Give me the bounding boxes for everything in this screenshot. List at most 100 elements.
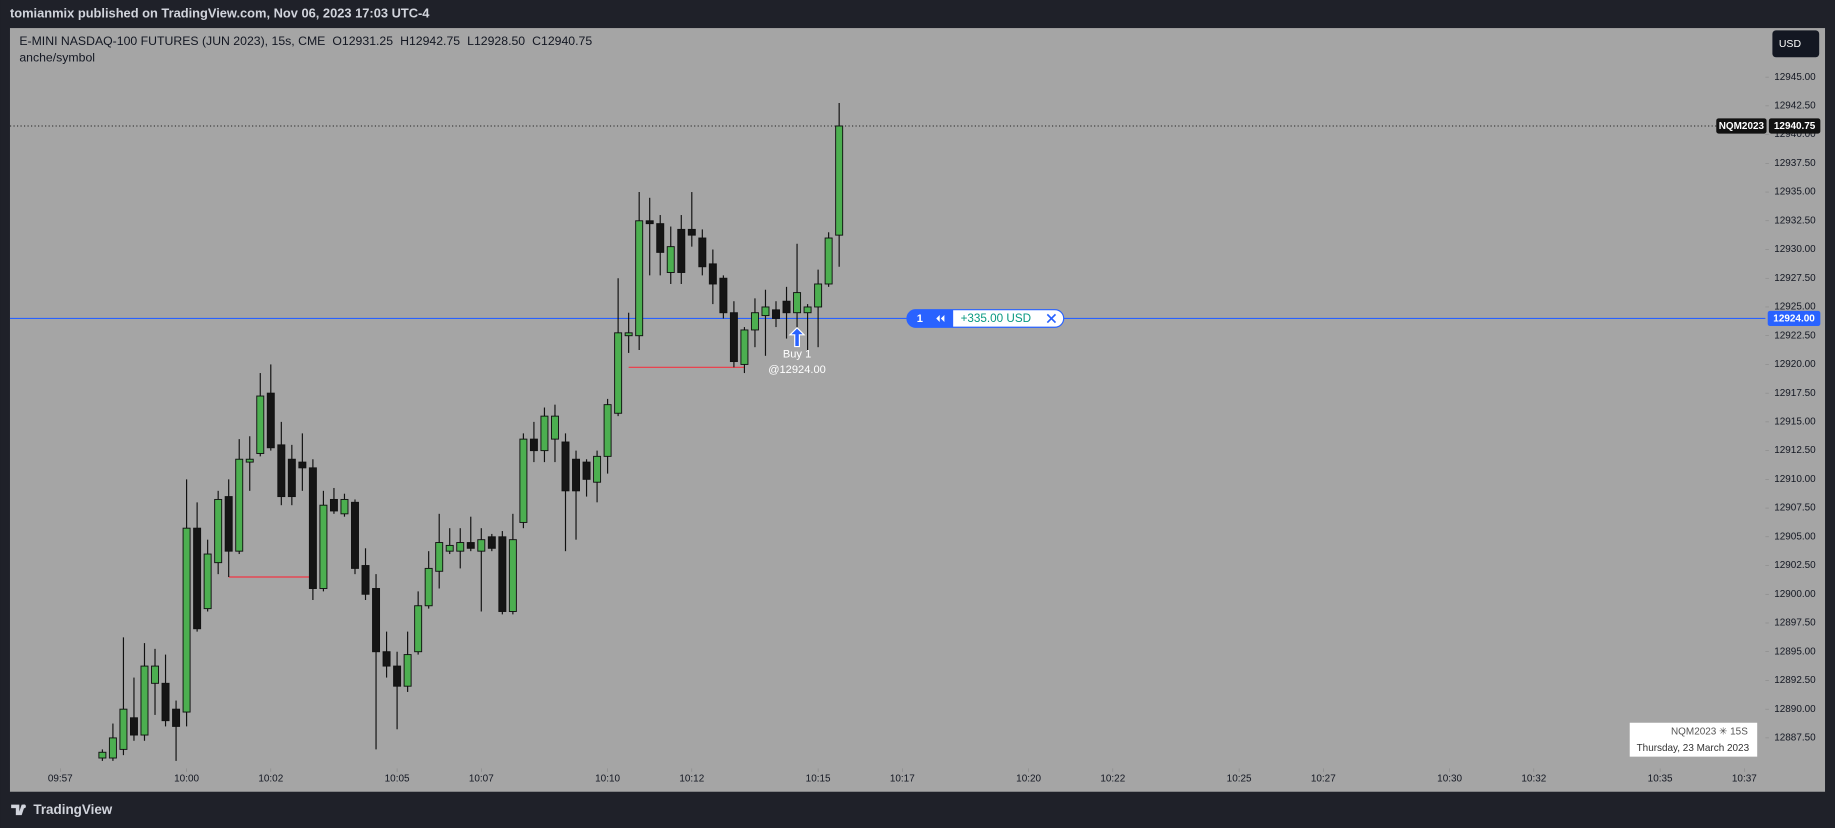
chart-title: E-MINI NASDAQ-100 FUTURES (JUN 2023), 15… [19,34,325,48]
position-price-tag [1767,310,1821,327]
y-tick-label: 12890.00 [1774,704,1816,715]
x-tick-label: 10:02 [258,774,283,785]
candle-body [582,461,591,480]
candle-body [161,682,170,722]
y-tick-label: 12895.00 [1774,646,1816,657]
candle-body [572,458,581,492]
candle-body [266,392,275,449]
candle-body [719,277,728,314]
candle-body [529,438,538,452]
position-price-label: 12924.00 [1773,314,1815,325]
candle-body [550,415,559,440]
position-qty: 1 [917,313,923,325]
watermark-box [1629,722,1758,757]
candle-body [308,467,317,589]
candle-body [656,223,665,253]
position-pnl: +335.00 USD [961,312,1032,325]
y-tick-label: 12892.50 [1774,675,1816,686]
candle-body [687,228,696,236]
publish-header: tomianmix published on TradingView.com, … [10,5,430,20]
candle-body [329,498,338,512]
y-tick-label: 12945.00 [1774,72,1816,83]
buy-arrow [788,326,806,348]
y-tick-label: 12910.00 [1774,474,1816,485]
x-tick-label: 10:12 [679,774,704,785]
x-tick-label: 10:30 [1437,774,1462,785]
footer-brand: TradingView [33,802,112,817]
x-tick-label: 10:22 [1100,774,1125,785]
candle-body [456,542,465,552]
candle-body [803,306,812,314]
x-tick-label: 10:17 [890,774,915,785]
symbol-tag [1716,118,1767,134]
candle-body [698,237,707,268]
candle-body [635,220,644,337]
y-tick-label: 12935.00 [1774,187,1816,198]
candle-body [245,458,254,463]
x-tick-label: 10:10 [595,774,620,785]
last-price-tag [1768,118,1821,134]
candle-body [172,708,181,727]
candle-body [561,441,570,492]
y-tick-label: 12927.50 [1774,273,1816,284]
candle-body [519,438,528,523]
candle-body [603,404,612,457]
logo-dot [22,804,26,809]
currency-button[interactable] [1772,30,1820,58]
candle-body [508,539,517,612]
candle-body [203,553,212,610]
watermark-symbol: NQM2023 ✳ 15S [1671,727,1748,738]
candle-body [129,717,138,736]
symbol-header: E-MINI NASDAQ-100 FUTURES (JUN 2023), 15… [19,34,592,48]
close-icon [1046,313,1057,324]
candle-body [824,237,833,285]
candle-body [677,228,686,273]
x-tick-label: 09:57 [48,774,73,785]
candle-body [624,332,633,337]
y-tick-label: 12940.00 [1774,129,1816,140]
y-tick-label: 12905.00 [1774,531,1816,542]
candle-body [361,565,370,595]
candle-body [645,220,654,225]
candle-body [445,544,454,552]
chart-panel [9,28,1826,792]
candle-body [393,665,402,687]
ohlc-open: O12931.25 [332,34,393,48]
candle-body [498,536,507,612]
y-tick-label: 12915.00 [1774,417,1816,428]
candle-body [414,605,423,653]
candle-body [340,498,349,515]
x-tick-label: 10:05 [385,774,410,785]
candle-body [593,455,602,483]
candle-body [424,567,433,607]
candle-body [119,708,128,750]
y-tick-label: 12922.50 [1774,330,1816,341]
x-tick-label: 10:25 [1227,774,1252,785]
candle-body [277,444,286,498]
candle-body [382,651,391,667]
ohlc-close: C12940.75 [532,34,592,48]
y-tick-label: 12902.50 [1774,560,1816,571]
x-tick-label: 10:32 [1521,774,1546,785]
symbol-tag-label: NQM2023 [1719,121,1765,132]
x-tick-label: 10:27 [1311,774,1336,785]
ohlc-high: H12942.75 [400,34,460,48]
candle-body [814,283,823,308]
y-tick-label: 12887.50 [1774,733,1816,744]
candle-body [487,536,496,549]
candle-body [287,458,296,498]
candle-body [540,415,549,452]
candle-body [477,539,486,552]
candle-body [403,654,412,687]
x-tick-label: 10:00 [174,774,199,785]
candle-body [708,263,717,285]
y-tick-label: 12900.00 [1774,589,1816,600]
candle-body [193,527,202,630]
y-tick-label: 12925.00 [1774,302,1816,313]
y-tick-label: 12912.50 [1774,445,1816,456]
candle-body [740,329,749,365]
x-tick-label: 10:20 [1016,774,1041,785]
currency-label[interactable]: USD [1779,38,1802,50]
